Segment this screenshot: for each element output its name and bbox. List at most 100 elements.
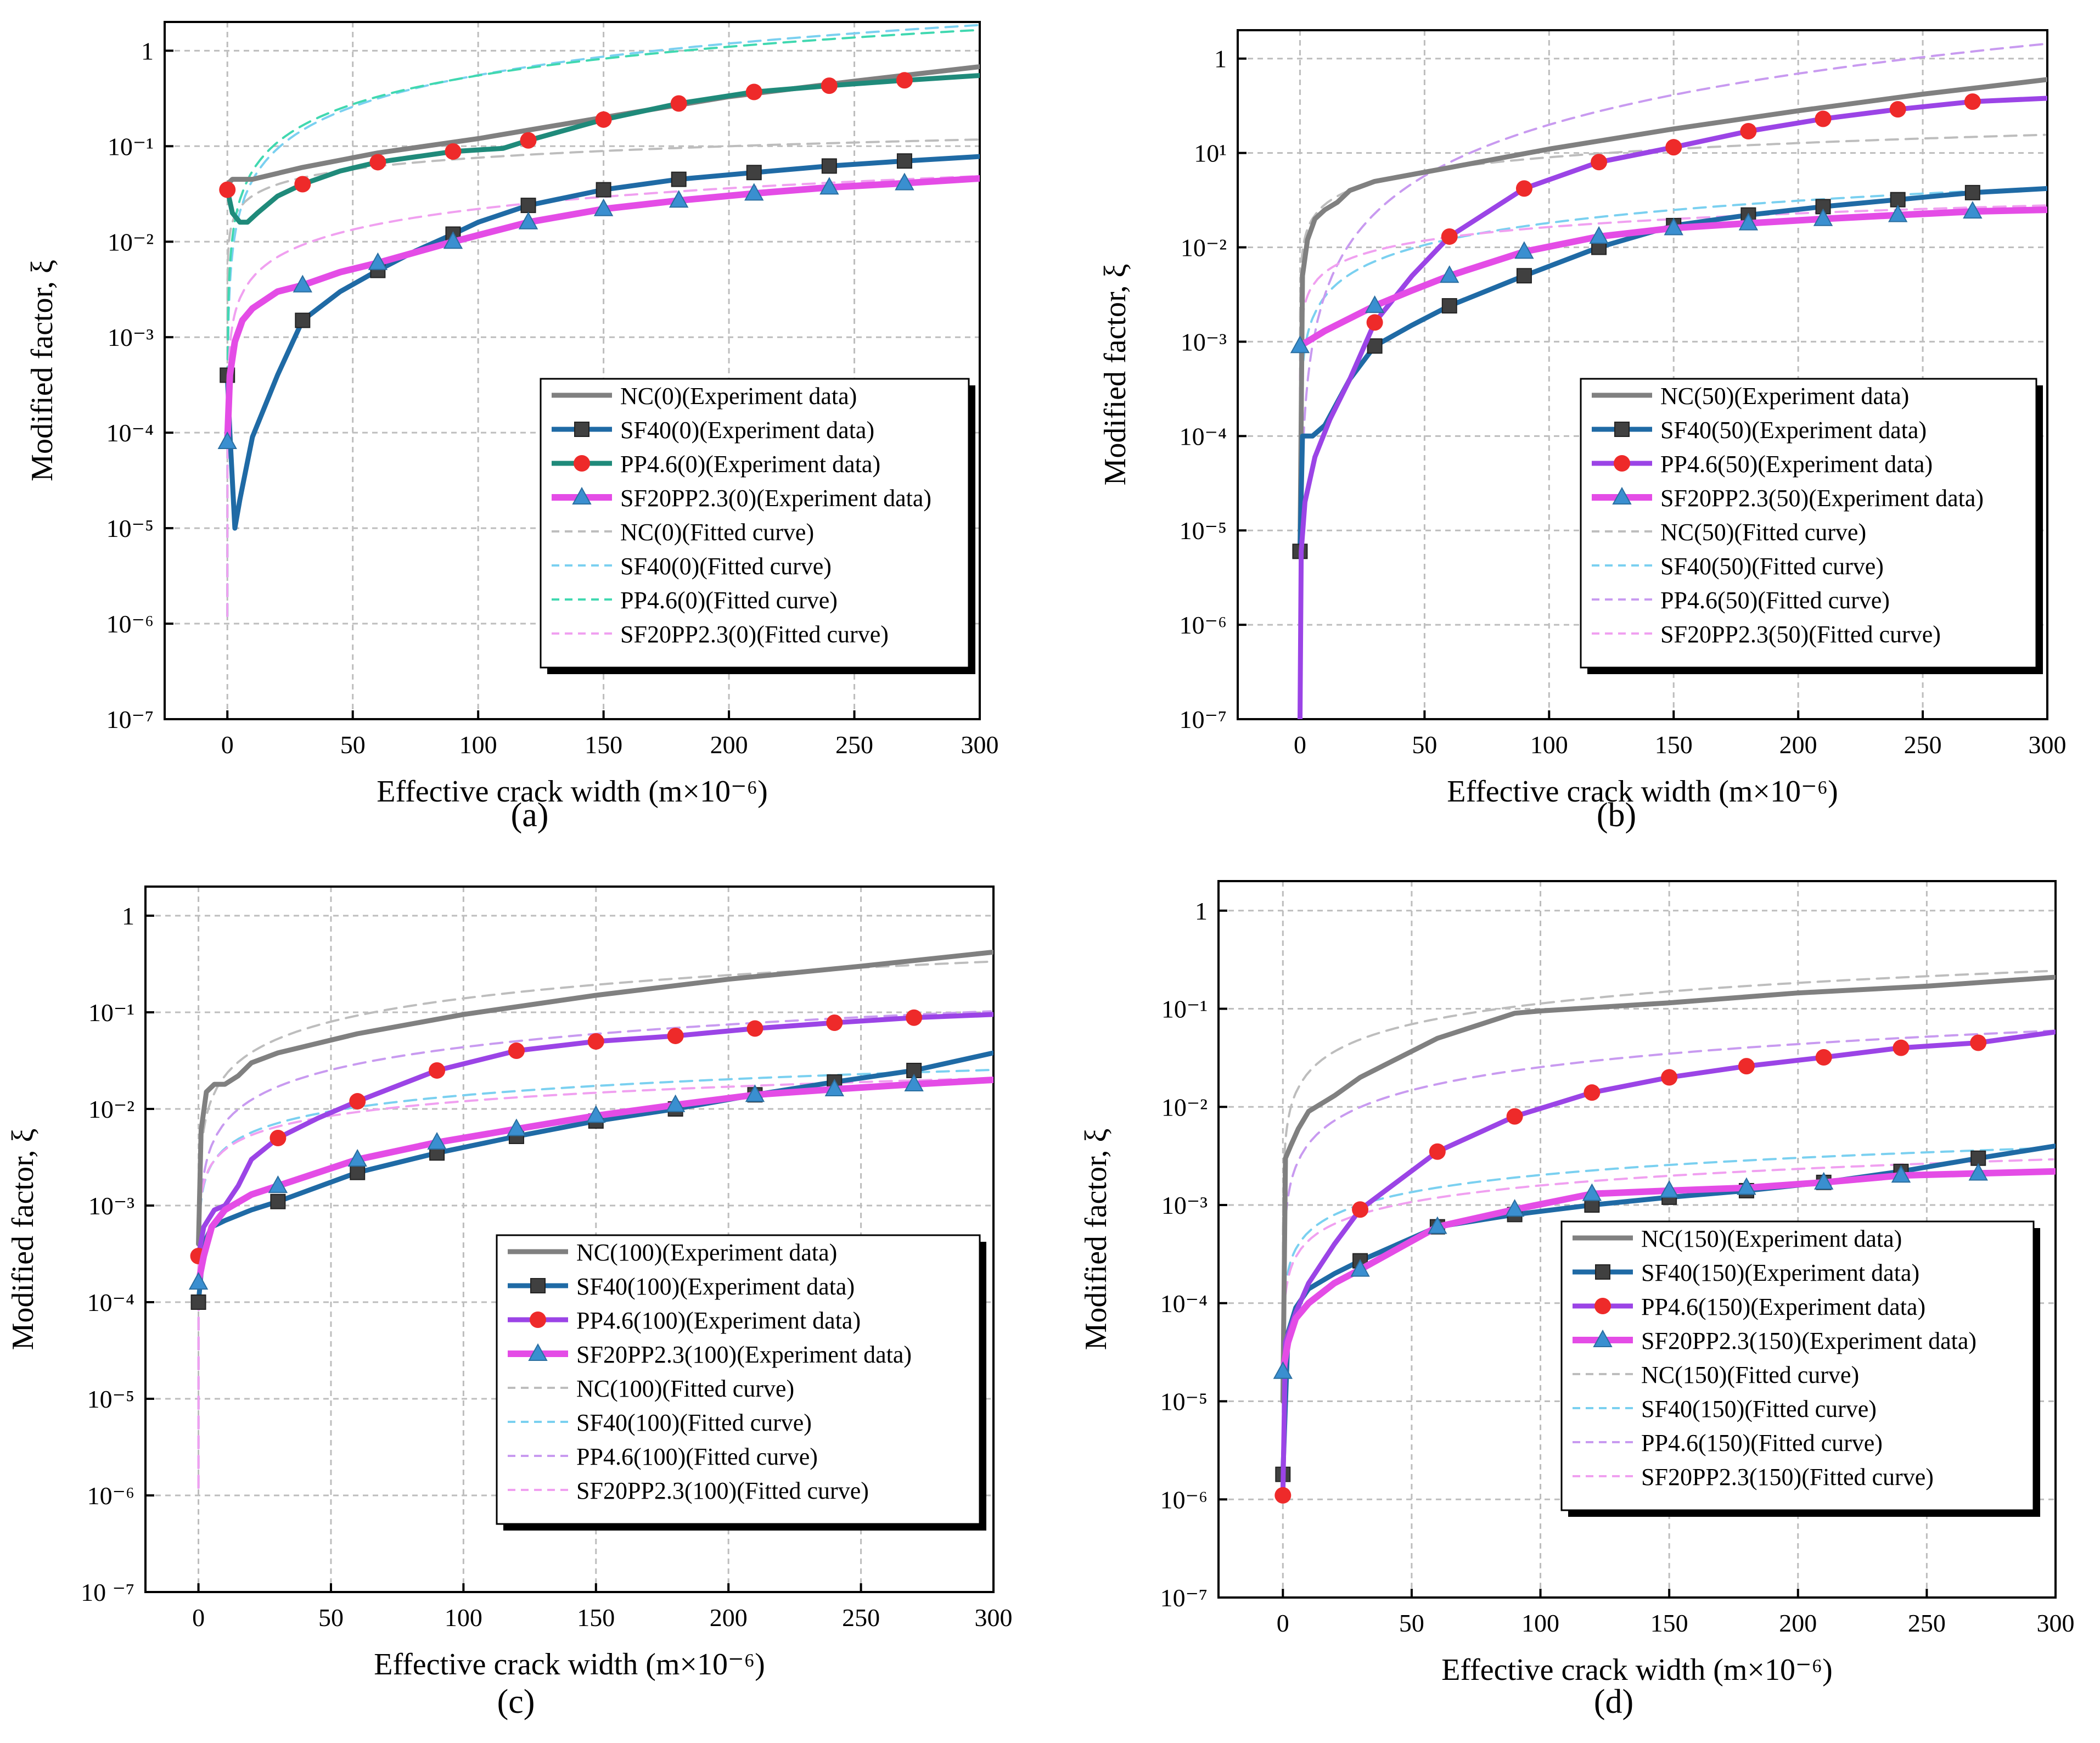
panel-caption: (c) [497,1683,535,1720]
panel-caption: (d) [1594,1683,1633,1720]
marker-triangle [1290,335,1310,354]
marker-triangle [528,1343,548,1361]
legend-label: PP4.6(100)(Experiment data) [576,1307,861,1334]
y-tick-label: 10⁻² [88,1095,134,1123]
legend-label: NC(100)(Fitted curve) [576,1375,794,1402]
marker-circle [1893,1039,1910,1056]
series-layer [217,24,980,618]
legend-label: SF40(100)(Experiment data) [576,1273,855,1300]
chart-panel-c: 0 50 100 150 200 250 300 1 10⁻¹ 10⁻² 10⁻³ 10⁻⁴ 10⁻⁵ 1… [6,885,1013,1720]
marker-square [1595,1264,1610,1280]
marker-triangle [665,1094,686,1112]
x-tick-label: 50 [340,731,366,759]
legend-label: NC(150)(Fitted curve) [1641,1361,1859,1388]
marker-triangle [895,172,914,190]
series-layer [1273,969,2056,1504]
marker-triangle [745,1084,765,1102]
marker-square [295,312,311,328]
marker-circle [1429,1143,1446,1160]
marker-circle [294,176,311,193]
legend-label: PP4.6(150)(Experiment data) [1641,1293,1925,1320]
x-tick-label: 0 [221,731,234,759]
marker-square [1614,422,1630,437]
y-tick-label: 10⁻² [1181,234,1227,262]
legend: NC(150)(Experiment data) SF40(150)(Experi… [1560,1220,2040,1517]
panel-caption: (b) [1597,797,1636,834]
marker-circle [1352,1201,1369,1218]
legend-label: SF40(0)(Experiment data) [620,417,874,444]
marker-triangle [1440,265,1459,283]
plot-frame [1217,880,2057,1599]
marker-triangle [1963,201,1983,219]
marker-circle [520,132,537,149]
y-tick-label: 10¹ [1194,139,1227,167]
marker-circle [826,1014,843,1031]
marker-square [821,158,837,174]
y-tick-label: 10⁻⁶ [106,610,154,638]
y-tick-label: 10⁻² [1161,1093,1208,1121]
marker-triangle [1813,208,1833,226]
marker-triangle [1659,1180,1679,1198]
legend-label: SF20PP2.3(50)(Experiment data) [1660,485,1984,512]
marker-triangle [347,1148,367,1167]
marker-triangle [1365,295,1385,313]
y-tick-label: 10⁻⁴ [1180,422,1227,450]
marker-circle [445,143,462,160]
chart-panel-d: 0 50 100 150 200 250 300 1 10⁻¹ 10⁻² 10⁻³ 10⁻⁴ 10⁻⁵ 1… [1079,880,2075,1720]
marker-triangle [1612,486,1632,505]
x-tick-label: 200 [1779,1609,1817,1637]
marker-square [671,171,687,187]
x-tick-label: 0 [1277,1609,1289,1637]
y-tick-label: 1 [1195,897,1208,925]
y-axis-label: Modified factor, ξ [1079,1129,1113,1350]
legend: NC(50)(Experiment data) SF40(50)(Experime… [1580,378,2043,674]
series-line-SF40(100)(Fitted curve) [197,1069,992,1489]
legend-label: PP4.6(50)(Fitted curve) [1660,587,1890,614]
series-line-PP4.6(150)(Fitted curve) [1282,1029,2054,1493]
marker-square [1441,298,1457,314]
marker-circle [1815,110,1832,127]
legend-label: SF40(50)(Fitted curve) [1660,553,1884,580]
marker-triangle [1582,1183,1602,1201]
panel-caption: (a) [511,797,549,834]
marker-triangle [586,1105,606,1123]
legend-label: SF20PP2.3(100)(Experiment data) [576,1341,912,1368]
marker-circle [595,111,612,128]
marker-circle [1515,180,1532,197]
marker-square [746,165,762,181]
legend-label: PP4.6(100)(Fitted curve) [576,1443,818,1470]
marker-triangle [293,274,313,293]
legend-label: SF40(150)(Experiment data) [1641,1259,1919,1286]
marker-square [1890,192,1906,208]
x-tick-label: 250 [1904,731,1942,759]
marker-circle [896,72,913,89]
legend: NC(0)(Experiment data) SF40(0)(Experiment… [540,378,975,674]
legend-label: SF20PP2.3(0)(Experiment data) [620,485,931,512]
marker-circle [508,1043,525,1060]
marker-circle [667,1027,684,1044]
marker-circle [530,1312,546,1328]
marker-square [896,153,912,169]
x-axis-label: Effective crack width (m×10⁻⁶) [374,1647,765,1682]
marker-triangle [904,1073,924,1092]
marker-circle [906,1009,923,1026]
y-tick-label: 10⁻⁶ [1180,611,1227,639]
legend-label: PP4.6(50)(Experiment data) [1660,451,1933,478]
marker-circle [1740,123,1757,140]
marker-square [270,1193,286,1209]
marker-triangle [824,1078,845,1097]
y-tick-label: 10⁻⁴ [106,419,154,447]
x-tick-label: 0 [192,1604,205,1632]
series-line-SF40(50)(Experiment data) [1298,186,2047,554]
x-tick-label: 100 [459,731,497,759]
marker-triangle [593,198,614,216]
legend-label: SF20PP2.3(0)(Fitted curve) [620,621,889,648]
marker-triangle [1273,1361,1293,1379]
x-tick-label: 100 [445,1604,482,1632]
series-line-PP4.6(0)(Experiment data) [224,73,980,225]
y-tick-label: 1 [122,902,134,930]
y-tick-label: 10⁻⁵ [106,514,154,542]
marker-square [190,1294,206,1310]
series-line-SF40(50)(Fitted curve) [1299,187,2046,619]
legend-box [496,1234,981,1525]
